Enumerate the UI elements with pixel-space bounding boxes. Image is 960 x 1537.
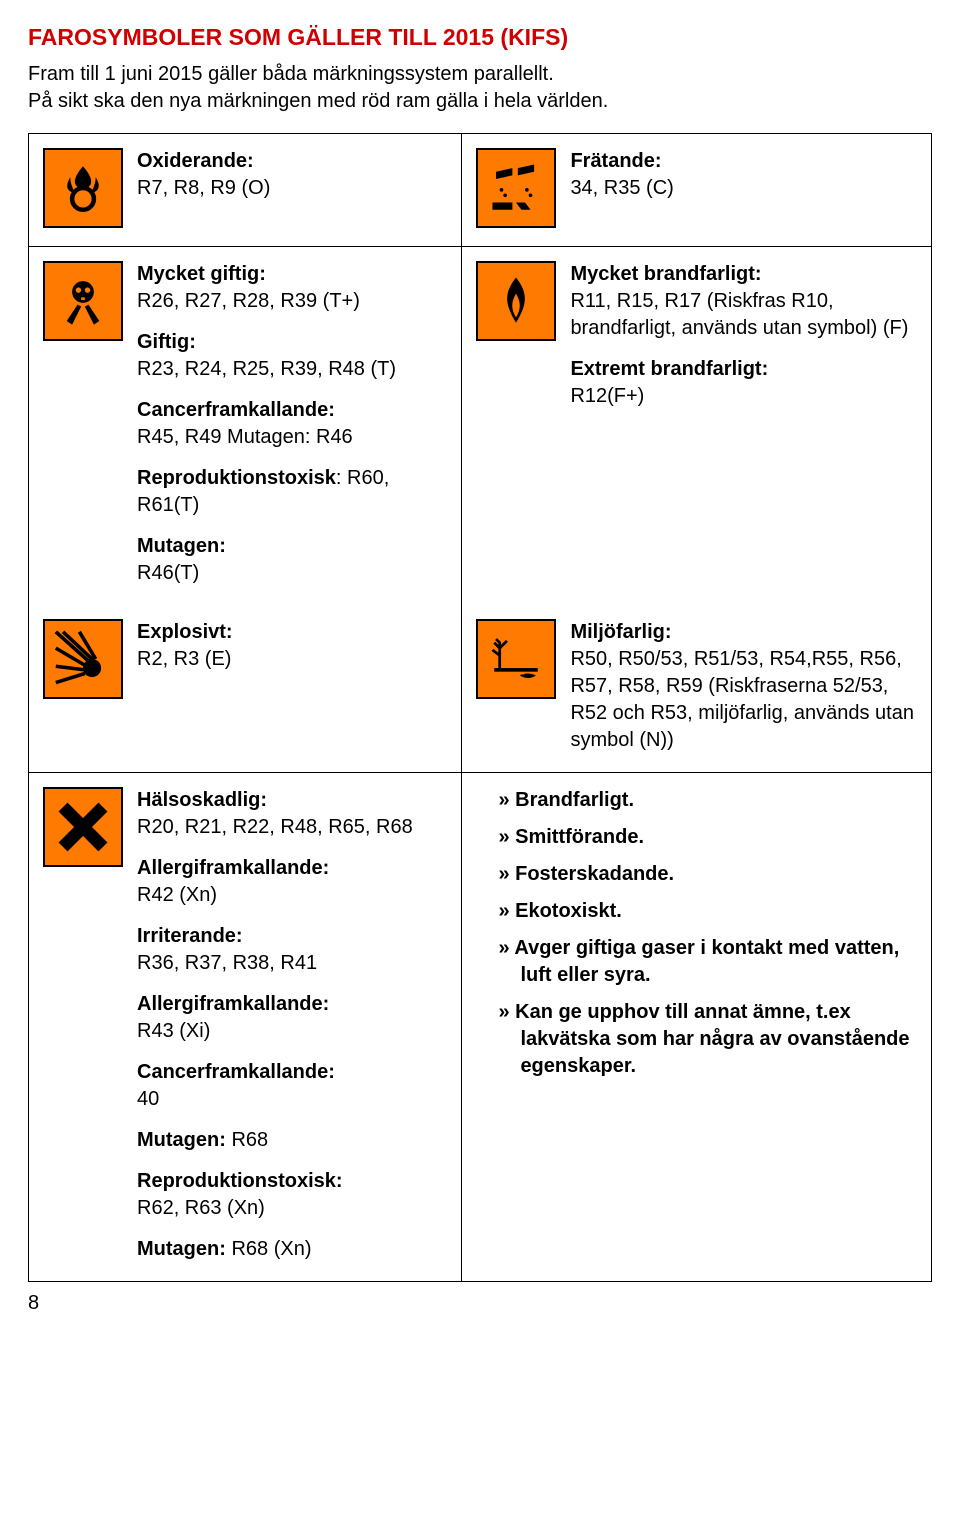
bullet-item: » Avger giftiga gaser i kontakt med vatt… [498, 935, 917, 989]
mutagen-label: Mutagen: [137, 535, 226, 557]
carcinogenic2-label: Cancerframkallande: [137, 1061, 335, 1083]
intro-text: Fram till 1 juni 2015 gäller båda märkni… [28, 61, 932, 115]
corrosive-label: Frätande: [570, 150, 661, 172]
oxidizing-codes: R7, R8, R9 (O) [137, 177, 270, 199]
mutagen2-label: Mutagen: [137, 1129, 226, 1151]
bullet-item: » Brandfarligt. [498, 787, 917, 814]
bullet-item: » Smittförande. [498, 824, 917, 851]
carcinogenic-label: Cancerframkallande: [137, 399, 335, 421]
intro-line-2: På sikt ska den nya märkningen med röd r… [28, 90, 608, 112]
allergenic2-codes: R43 (Xi) [137, 1020, 210, 1042]
corrosive-icon [476, 148, 556, 228]
intro-line-1: Fram till 1 juni 2015 gäller båda märkni… [28, 63, 554, 85]
mutagen2-codes: R68 [226, 1129, 268, 1151]
very-toxic-codes: R26, R27, R28, R39 (T+) [137, 290, 360, 312]
mutagen-codes: R46(T) [137, 562, 199, 584]
mutagen3-codes: R68 (Xn) [226, 1238, 312, 1260]
mutagen3-label: Mutagen: [137, 1238, 226, 1260]
oxidizing-icon [43, 148, 123, 228]
reprotoxic-label: Reproduktionstoxisk [137, 467, 336, 489]
reprotoxic2-label: Reproduktionstoxisk: [137, 1170, 343, 1192]
corrosive-codes: 34, R35 (C) [570, 177, 673, 199]
very-flammable-label: Mycket brandfarligt: [570, 263, 761, 285]
irritant-label: Irriterande: [137, 925, 243, 947]
very-toxic-label: Mycket giftig: [137, 263, 266, 285]
explosive-codes: R2, R3 (E) [137, 648, 231, 670]
irritant-codes: R36, R37, R38, R41 [137, 952, 317, 974]
hazard-table: Oxiderande: R7, R8, R9 (O) [28, 133, 932, 1282]
toxic-icon [43, 261, 123, 341]
extremely-flammable-label: Extremt brandfarligt: [570, 358, 768, 380]
reprotoxic2-codes: R62, R63 (Xn) [137, 1197, 265, 1219]
carcinogenic-codes: R45, R49 Mutagen: R46 [137, 426, 353, 448]
carcinogenic2-codes: 40 [137, 1088, 159, 1110]
environment-codes: R50, R50/53, R51/53, R54,R55, R56, R57, … [570, 648, 914, 751]
bullet-item: » Ekotoxiskt. [498, 898, 917, 925]
flammable-icon [476, 261, 556, 341]
bullet-item: » Kan ge upphov till annat ämne, t.ex la… [498, 999, 917, 1080]
extremely-flammable-codes: R12(F+) [570, 385, 644, 407]
explosive-label: Explosivt: [137, 621, 233, 643]
oxidizing-label: Oxiderande: [137, 150, 254, 172]
environment-label: Miljöfarlig: [570, 621, 671, 643]
allergenic1-codes: R42 (Xn) [137, 884, 217, 906]
page-title: FAROSYMBOLER SOM GÄLLER TILL 2015 (KIFS) [28, 24, 932, 51]
bullet-item: » Fosterskadande. [498, 861, 917, 888]
harmful-codes: R20, R21, R22, R48, R65, R68 [137, 816, 413, 838]
bullet-list: » Brandfarligt. » Smittförande. » Foster… [498, 787, 917, 1080]
harmful-icon [43, 787, 123, 867]
toxic-codes: R23, R24, R25, R39, R48 (T) [137, 358, 396, 380]
allergenic2-label: Allergiframkallande: [137, 993, 329, 1015]
allergenic1-label: Allergiframkallande: [137, 857, 329, 879]
page-number: 8 [28, 1292, 932, 1315]
toxic-label: Giftig: [137, 331, 196, 353]
harmful-label: Hälsoskadlig: [137, 789, 267, 811]
very-flammable-codes: R11, R15, R17 (Riskfras R10, brandfarlig… [570, 290, 908, 339]
environment-icon [476, 619, 556, 699]
explosive-icon [43, 619, 123, 699]
